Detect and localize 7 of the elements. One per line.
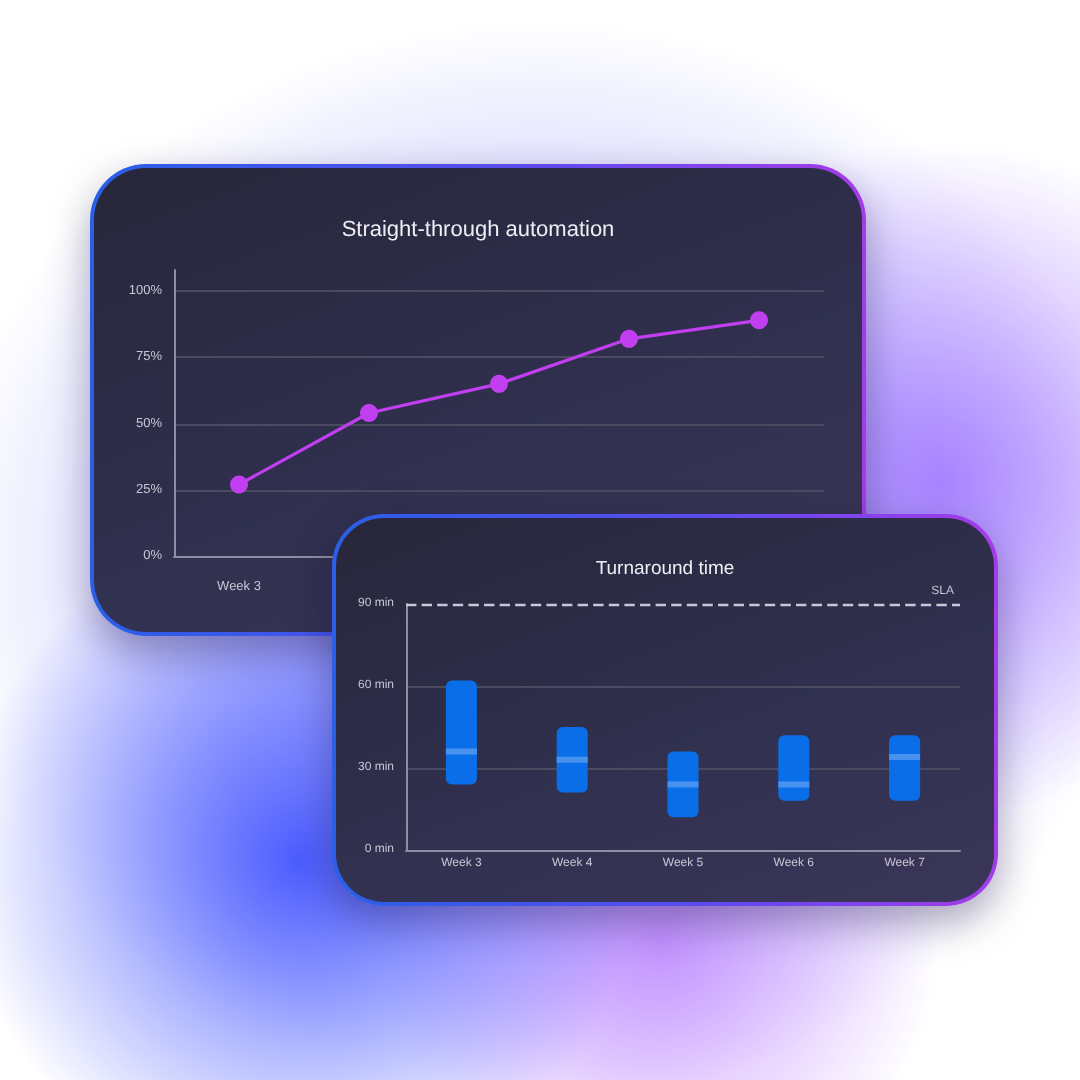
chart-title: Turnaround time <box>595 557 735 580</box>
chart-title: Straight-through automation <box>341 218 615 242</box>
point <box>620 329 638 348</box>
point <box>230 475 248 494</box>
point <box>750 311 768 330</box>
point <box>490 374 508 393</box>
point <box>360 404 378 422</box>
